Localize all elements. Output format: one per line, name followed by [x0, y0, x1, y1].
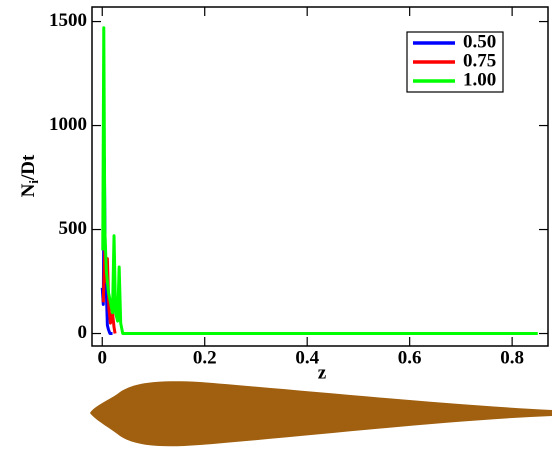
y-axis-label: Ni/Dt: [18, 154, 41, 197]
y-tick-label: 0: [78, 322, 88, 343]
data-line: [101, 26, 538, 336]
shape: [90, 381, 552, 447]
x-tick-label: 0.8: [500, 347, 524, 368]
x-tick-label: 0.4: [295, 347, 319, 368]
y-tick-label: 1500: [49, 10, 87, 31]
legend-label: 1.00: [463, 69, 496, 90]
y-tick-label: 1000: [49, 114, 87, 135]
plot-frame: [91, 6, 549, 347]
x-axis-label: z: [318, 362, 327, 383]
y-tick-label: 500: [59, 218, 88, 239]
y-label-part: /Dt: [18, 154, 39, 181]
legend-label: 0.50: [463, 31, 496, 52]
legend-label: 0.75: [463, 50, 496, 71]
y-label-part: N: [18, 183, 39, 197]
y-label-sub: i: [26, 180, 41, 184]
x-tick-label: 0.2: [193, 347, 217, 368]
x-tick-label: 0: [97, 347, 107, 368]
x-tick-label: 0.6: [398, 347, 422, 368]
